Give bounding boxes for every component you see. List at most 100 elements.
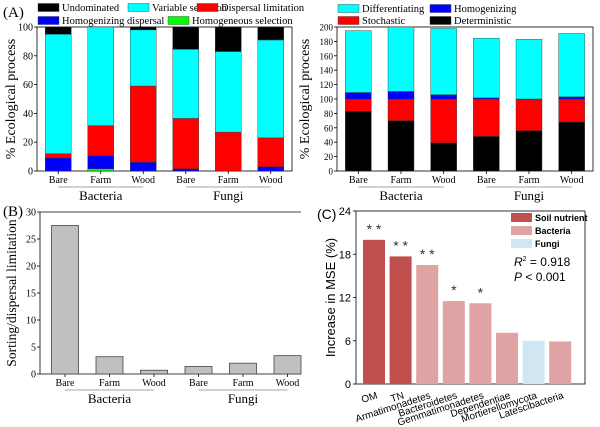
- legend-label: Soil nutrient: [535, 213, 588, 223]
- bar-segment: [387, 91, 415, 100]
- y-tick-label: 100: [320, 95, 334, 105]
- bar: [51, 225, 79, 375]
- legend-swatch: [196, 3, 219, 12]
- panel-label: (C): [317, 206, 336, 222]
- bar-segment: [430, 98, 457, 144]
- bar-segment: [430, 142, 457, 172]
- bar-segment: [558, 33, 585, 98]
- legend-item: Homogenizing: [429, 4, 517, 15]
- bar: [273, 355, 302, 375]
- bar-segment: [515, 98, 543, 131]
- bar-segment: [215, 51, 242, 133]
- bar-segment: [215, 131, 242, 172]
- panel-label: (B): [3, 204, 23, 220]
- legend-label: Differentiating: [362, 4, 425, 15]
- x-tick-label: Bare: [189, 378, 208, 389]
- panel-b: (B) 0 5 10 15 20 25 30 Sorting/dispersal limitat…: [3, 204, 302, 406]
- significance-marker: *: [478, 284, 484, 300]
- bar-segment: [257, 26, 284, 41]
- x-tick-label: Farm: [90, 175, 111, 186]
- bar-segment: [387, 98, 415, 121]
- bar-segment: [558, 96, 585, 100]
- x-tick-label: OM: [360, 390, 379, 405]
- r-squared-value: = 0.918: [527, 255, 571, 269]
- y-tick-label: 12: [339, 293, 351, 305]
- y-tick-label: 40: [23, 109, 33, 120]
- x-tick-label: Bare: [56, 378, 75, 389]
- bar-segment: [172, 49, 199, 119]
- y-tick-label: 15: [26, 289, 36, 300]
- y-tick-label: 30: [26, 208, 36, 219]
- y-tick-label: 18: [339, 249, 351, 261]
- y-tick-label: 0: [28, 167, 33, 178]
- y-axis-label: % Ecological process: [298, 39, 313, 160]
- bar-segment: [515, 130, 543, 172]
- significance-marker: * *: [367, 221, 382, 237]
- x-tick-label: Wood: [259, 175, 283, 186]
- bar-segment: [130, 26, 157, 31]
- x-tick-label: Farm: [218, 175, 239, 186]
- legend-swatch: [429, 4, 452, 13]
- legend-swatch: [337, 16, 360, 25]
- x-tick-label: Bare: [176, 175, 195, 186]
- x-tick-label: Farm: [99, 378, 120, 389]
- x-tick-label: Farm: [390, 175, 411, 186]
- bar: [442, 301, 465, 384]
- y-tick-label: 20: [324, 152, 334, 162]
- x-tick-label: Wood: [432, 175, 456, 186]
- y-axis-label: Increase in MSE (%): [323, 238, 338, 357]
- p-symbol: P: [514, 270, 522, 284]
- bar: [469, 303, 492, 384]
- bar-segment: [45, 157, 72, 172]
- r-symbol: R: [514, 255, 523, 269]
- bar: [184, 366, 213, 375]
- legend-label: Undominated: [62, 3, 120, 14]
- group-label: Fungi: [228, 391, 259, 406]
- significance-marker: * *: [420, 246, 435, 262]
- bar-segment: [130, 29, 157, 87]
- y-tick-label: 140: [320, 66, 334, 76]
- y-tick-label: 200: [320, 23, 334, 33]
- p-value: < 0.001: [522, 270, 566, 284]
- bar: [229, 362, 257, 375]
- y-tick-label: 6: [345, 336, 351, 348]
- legend-label: Dispersal limitation: [221, 3, 305, 14]
- legend-item: Bacteria: [511, 226, 572, 236]
- group-label: Bacteria: [79, 188, 123, 203]
- group-label: Bacteria: [88, 391, 132, 406]
- r-squared-annotation: R2 = 0.918: [514, 255, 571, 269]
- y-tick-label: 60: [324, 123, 334, 133]
- legend-label: Bacteria: [535, 226, 572, 236]
- legend-swatch: [37, 16, 60, 25]
- bar: [363, 239, 385, 384]
- legend-swatch: [511, 213, 532, 222]
- legend-swatch: [167, 16, 190, 25]
- bar-segment: [387, 120, 415, 172]
- legend-item: Deterministic: [429, 16, 511, 27]
- bar-segment: [473, 98, 500, 137]
- y-tick-label: 100: [18, 23, 33, 34]
- legend-item: Soil nutrient: [511, 213, 588, 223]
- x-tick-label: Bare: [349, 175, 368, 186]
- y-tick-label: 60: [23, 80, 33, 91]
- group-label: Bacteria: [379, 188, 423, 203]
- group-label: Fungi: [514, 188, 545, 203]
- bar: [95, 356, 124, 375]
- x-tick-label: Farm: [232, 378, 253, 389]
- bar-segment: [130, 85, 157, 163]
- legend-item: Homogeneous selection: [167, 16, 293, 27]
- bar-segment: [87, 26, 114, 126]
- legend-label: Homogenizing: [454, 4, 517, 15]
- bar-segment: [257, 166, 284, 172]
- bar-segment: [345, 111, 372, 172]
- legend-item: Variable selection: [127, 3, 228, 14]
- y-tick-label: 0: [345, 379, 351, 391]
- bar-segment: [130, 162, 157, 172]
- legend-label: Deterministic: [454, 16, 511, 27]
- legend-item: Stochastic: [337, 16, 405, 27]
- x-tick-label: Bare: [49, 175, 68, 186]
- bar: [522, 340, 545, 384]
- y-axis-label: Sorting/dispersal limitation: [4, 219, 19, 367]
- legend-swatch: [127, 3, 150, 12]
